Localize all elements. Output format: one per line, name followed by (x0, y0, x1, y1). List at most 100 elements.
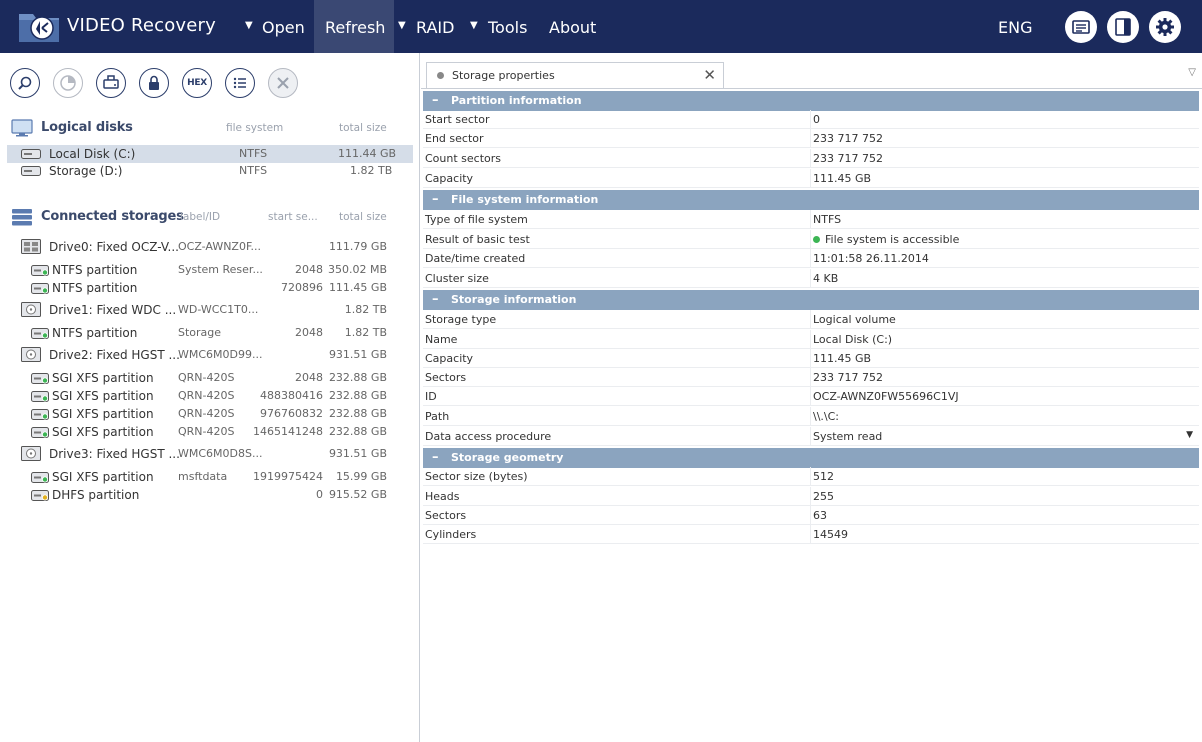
panel-toggle-button[interactable] (1107, 11, 1139, 43)
settings-button[interactable] (1149, 11, 1181, 43)
logical-disk-row[interactable]: Local Disk (C:) NTFS 111.44 GB (7, 145, 413, 163)
collapse-icon[interactable]: – (432, 192, 439, 207)
tab-close-icon[interactable]: ✕ (703, 66, 716, 84)
storage-name: Drive2: Fixed HGST ... (49, 348, 180, 362)
property-key: Cluster size (425, 272, 489, 285)
ssd-icon (21, 239, 41, 254)
menu-raid[interactable]: RAID (416, 18, 455, 37)
drive-row[interactable]: Drive1: Fixed WDC ... WD-WCC1T0... 1.82 TB (0, 301, 420, 319)
partition-row[interactable]: SGI XFS partition QRN-420S 976760832 232.88… (0, 405, 420, 423)
property-row[interactable]: Result of basic test File system is acces… (423, 230, 1199, 249)
property-row[interactable]: Capacity 111.45 GB (423, 349, 1199, 368)
properties-panel: Storage properties ✕ ▽ – Partition inform… (421, 53, 1202, 742)
tools-dropdown-icon[interactable]: ▼ (470, 20, 478, 31)
partition-icon (31, 283, 49, 294)
open-dropdown-icon[interactable]: ▼ (245, 20, 253, 31)
property-row[interactable]: Cylinders 14549 (423, 525, 1199, 544)
collapse-icon[interactable]: – (432, 93, 439, 108)
property-row[interactable]: Start sector 0 (423, 110, 1199, 129)
storage-start-sector: 976760832 (260, 407, 323, 420)
menu-about[interactable]: About (549, 18, 597, 37)
property-value: OCZ-AWNZ0FW55696C1VJ (813, 390, 959, 403)
storage-label: QRN-420S (178, 389, 235, 402)
partition-icon (31, 391, 49, 402)
drive-row[interactable]: Drive0: Fixed OCZ-V... OCZ-AWNZ0F... 111.7… (0, 238, 420, 256)
partition-row[interactable]: NTFS partition 720896 111.45 GB (0, 279, 420, 297)
storage-total-size: 232.88 GB (328, 389, 387, 402)
storage-total-size: 232.88 GB (328, 407, 387, 420)
partition-row[interactable]: SGI XFS partition msftdata 1919975424 15.99… (0, 468, 420, 486)
property-row[interactable]: Name Local Disk (C:) (423, 330, 1199, 349)
tab-list-menu-icon[interactable]: ▽ (1188, 67, 1196, 78)
storage-label: WMC6M0D99... (178, 348, 263, 361)
property-row[interactable]: Cluster size 4 KB (423, 269, 1199, 288)
logical-disk-row[interactable]: Storage (D:) NTFS 1.82 TB (0, 162, 420, 180)
logical-disk-fs: NTFS (239, 164, 268, 177)
panel-icon (1115, 18, 1131, 36)
collapse-icon[interactable]: – (432, 292, 439, 307)
partition-row[interactable]: SGI XFS partition QRN-420S 488380416 232.88… (0, 387, 420, 405)
property-row[interactable]: End sector 233 717 752 (423, 129, 1199, 148)
storage-start-sector: 2048 (295, 263, 323, 276)
partition-icon (31, 373, 49, 384)
storage-name: SGI XFS partition (52, 389, 154, 403)
partition-row[interactable]: NTFS partition Storage 2048 1.82 TB (0, 324, 420, 342)
partition-icon (31, 265, 49, 276)
col-label-id: label/ID (180, 211, 221, 223)
disk-icon (21, 149, 41, 159)
collapse-icon[interactable]: – (432, 450, 439, 465)
property-key: Sectors (425, 371, 467, 384)
partition-row[interactable]: DHFS partition 0 915.52 GB (0, 486, 420, 504)
property-row[interactable]: ID OCZ-AWNZ0FW55696C1VJ (423, 387, 1199, 406)
property-row[interactable]: Count sectors 233 717 752 (423, 149, 1199, 168)
drive-row[interactable]: Drive2: Fixed HGST ... WMC6M0D99... 931.51… (0, 346, 420, 364)
storage-label: WD-WCC1T0... (178, 303, 259, 316)
logical-disks-title: Logical disks (41, 120, 133, 135)
property-row[interactable]: Type of file system NTFS (423, 210, 1199, 229)
property-row[interactable]: Sectors 63 (423, 506, 1199, 525)
search-button[interactable] (10, 68, 40, 98)
logical-disk-fs: NTFS (239, 147, 268, 160)
menu-refresh[interactable]: Refresh (314, 0, 394, 53)
column-divider (810, 368, 811, 387)
storage-total-size: 111.45 GB (328, 281, 387, 294)
storage-geometry-header[interactable]: – Storage geometry (423, 448, 1199, 468)
language-selector[interactable]: ENG (998, 18, 1033, 37)
property-value: 255 (813, 490, 834, 503)
partition-row[interactable]: NTFS partition System Reser... 2048 350.02 … (0, 261, 420, 279)
lock-button[interactable] (139, 68, 169, 98)
image-file-button[interactable] (96, 68, 126, 98)
raid-dropdown-icon[interactable]: ▼ (398, 20, 406, 31)
property-row[interactable]: Capacity 111.45 GB (423, 169, 1199, 188)
hex-button[interactable]: HEX (182, 68, 212, 98)
column-divider (810, 330, 811, 349)
property-row[interactable]: Path \\.\C: (423, 407, 1199, 426)
chevron-down-icon[interactable]: ▼ (1186, 430, 1193, 440)
property-row[interactable]: Sector size (bytes) 512 (423, 467, 1199, 486)
property-row[interactable]: Sectors 233 717 752 (423, 368, 1199, 387)
storage-total-size: 15.99 GB (335, 470, 387, 483)
partition-row[interactable]: SGI XFS partition QRN-420S 2048 232.88 GB (0, 369, 420, 387)
property-row[interactable]: Storage type Logical volume (423, 310, 1199, 329)
property-row[interactable]: Date/time created 11:01:58 26.11.2014 (423, 249, 1199, 268)
menu-open[interactable]: Open (262, 18, 305, 37)
file-system-information-header[interactable]: – File system information (423, 190, 1199, 210)
tab-storage-properties[interactable]: Storage properties ✕ (426, 62, 724, 88)
menu-tools[interactable]: Tools (488, 18, 528, 37)
drive-row[interactable]: Drive3: Fixed HGST ... WMC6M0D8S... 931.51… (0, 445, 420, 463)
close-storage-button[interactable] (268, 68, 298, 98)
list-button[interactable] (225, 68, 255, 98)
property-key: End sector (425, 132, 484, 145)
storage-information-header[interactable]: – Storage information (423, 290, 1199, 310)
property-key: Heads (425, 490, 460, 503)
property-row[interactable]: Heads 255 (423, 487, 1199, 506)
property-key: Date/time created (425, 252, 526, 265)
scan-button[interactable] (53, 68, 83, 98)
log-button[interactable] (1065, 11, 1097, 43)
storage-name: SGI XFS partition (52, 425, 154, 439)
partition-row[interactable]: SGI XFS partition QRN-420S 1465141248 232.8… (0, 423, 420, 441)
partition-information-header[interactable]: – Partition information (423, 91, 1199, 111)
hdd-icon (21, 347, 41, 362)
top-menu-bar: VIDEO Recovery ▼ Open Refresh ▼ RAID ▼ T… (0, 0, 1202, 53)
property-row[interactable]: Data access procedure System read ▼ (423, 427, 1199, 446)
